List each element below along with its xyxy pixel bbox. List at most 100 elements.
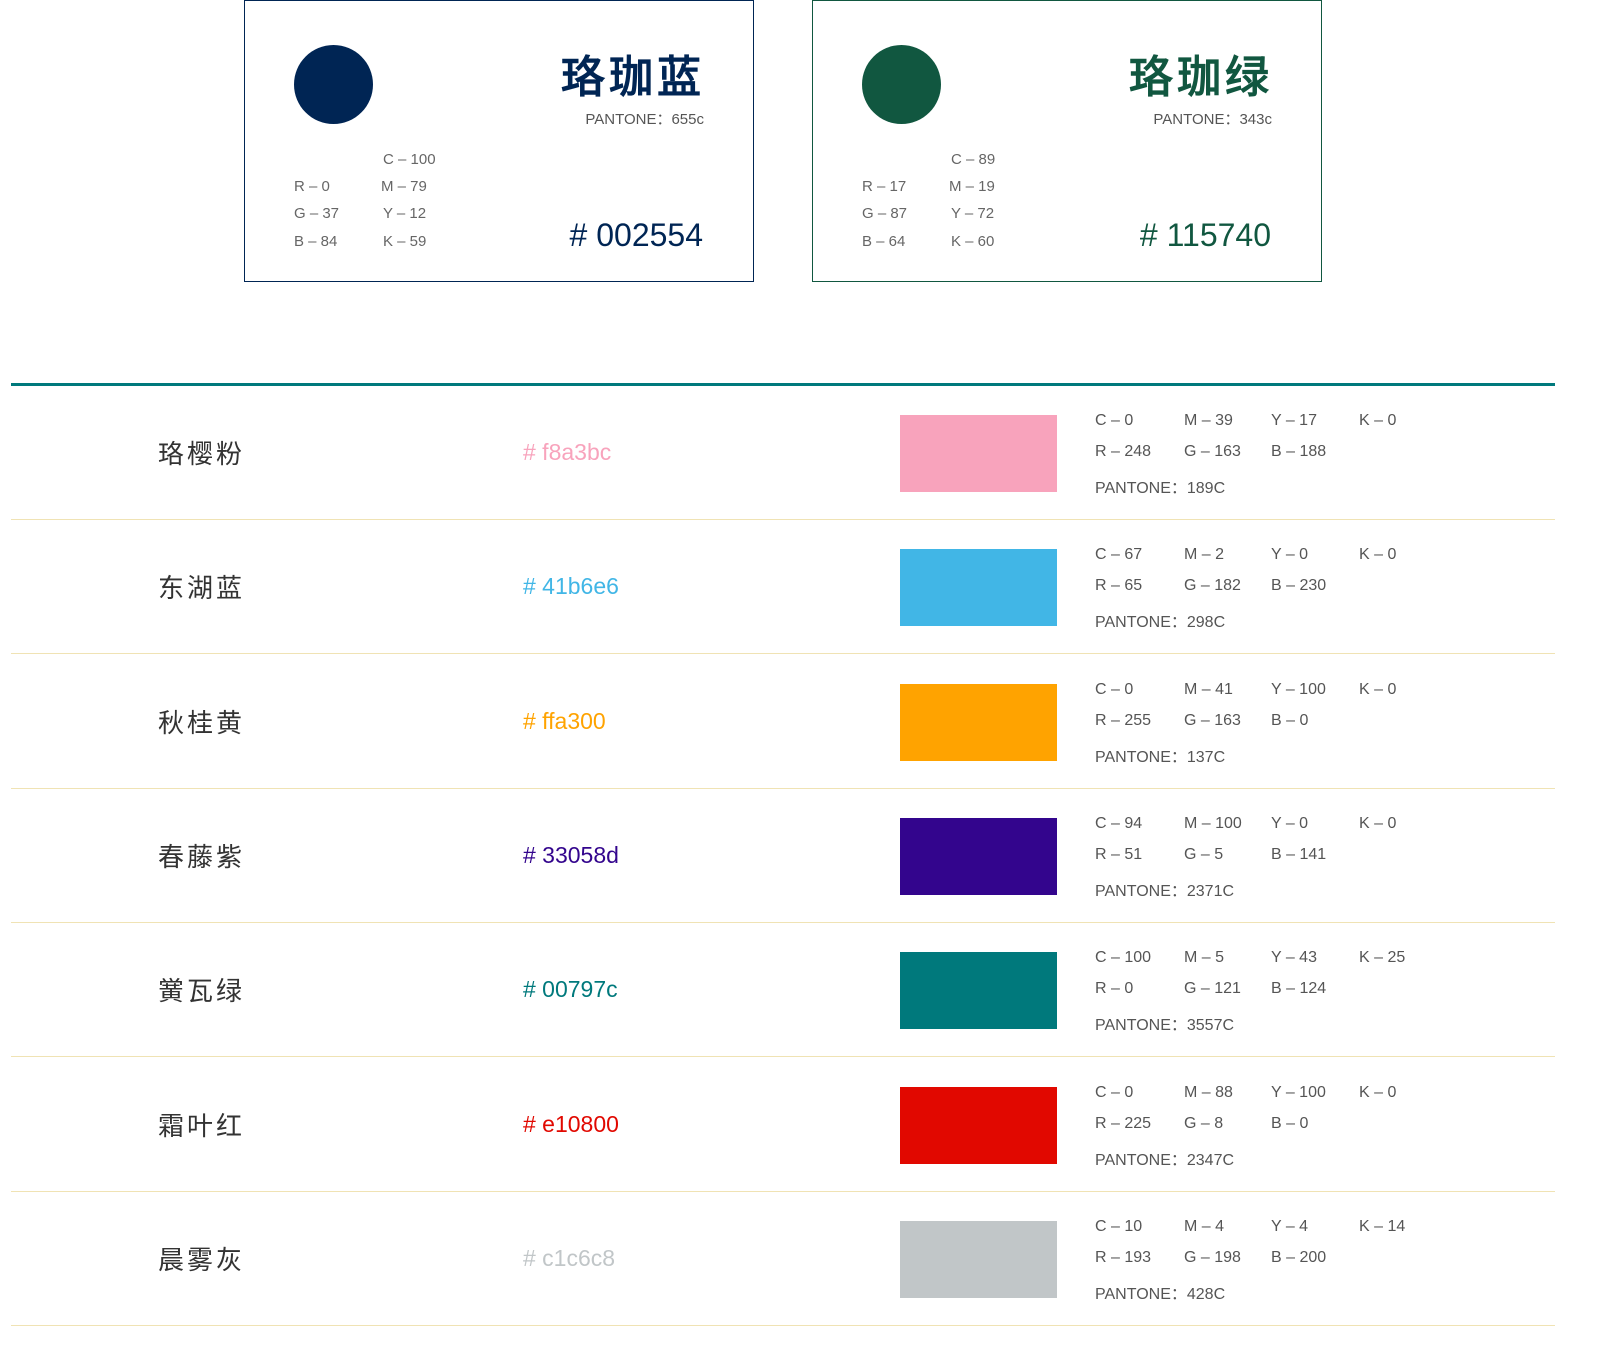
- color-swatch: [900, 952, 1057, 1030]
- pantone-code: PANTONE：655c: [585, 111, 704, 128]
- color-name: 黉瓦绿: [158, 977, 246, 1008]
- color-swatch: [900, 1086, 1057, 1164]
- cmyk-c: C – 0: [1095, 412, 1134, 429]
- cmyk-m: M – 39: [1184, 412, 1233, 429]
- rgb-b: B – 64: [862, 233, 906, 250]
- cmyk-k: K – 0: [1359, 412, 1397, 429]
- rgb-r: R – 193: [1095, 1248, 1152, 1266]
- cmyk-c: C – 94: [1095, 814, 1143, 832]
- rgb-b: B – 200: [1271, 1248, 1327, 1266]
- cmyk-m: M – 2: [1184, 546, 1225, 564]
- cmyk-y: Y – 0: [1271, 546, 1309, 564]
- hex-code: # 41b6e6: [523, 573, 619, 600]
- cmyk-k: K – 0: [1359, 1083, 1397, 1101]
- rgb-r: R – 51: [1095, 845, 1143, 863]
- color-swatch: [900, 549, 1057, 627]
- cmyk-c: C – 10: [1095, 1217, 1143, 1235]
- color-name: 珞樱粉: [158, 440, 246, 470]
- cmyk-y: Y – 4: [1271, 1217, 1309, 1235]
- rgb-r: R – 0: [294, 178, 330, 195]
- cmyk-m: M – 41: [1184, 680, 1233, 698]
- hex-code: # 00797c: [523, 976, 618, 1003]
- hex-code: # f8a3bc: [523, 439, 612, 465]
- rgb-b: B – 188: [1271, 443, 1327, 460]
- cmyk-k: K – 0: [1359, 680, 1397, 698]
- rgb-b: B – 141: [1271, 845, 1327, 863]
- rgb-r: R – 0: [1095, 980, 1134, 998]
- cmyk-c: C – 0: [1095, 1083, 1134, 1101]
- color-circle: [862, 45, 941, 124]
- pantone-code: PANTONE：298C: [1095, 614, 1226, 632]
- rgb-g: G – 198: [1184, 1248, 1241, 1266]
- rgb-g: G – 87: [862, 205, 908, 222]
- rgb-b: B – 0: [1271, 711, 1309, 729]
- cmyk-y: Y – 100: [1271, 1083, 1326, 1101]
- cmyk-y: Y – 12: [383, 205, 427, 222]
- cmyk-m: M – 5: [1184, 949, 1225, 967]
- cmyk-y: Y – 17: [1271, 412, 1317, 429]
- rgb-g: G – 37: [294, 205, 340, 222]
- rgb-b: B – 84: [294, 233, 338, 250]
- hex-code: # 002554: [569, 217, 703, 253]
- rgb-g: G – 182: [1184, 577, 1241, 595]
- color-swatch: [900, 1220, 1057, 1298]
- pantone-code: PANTONE：3557C: [1095, 1017, 1235, 1035]
- cmyk-k: K – 59: [383, 233, 427, 250]
- pantone-code: PANTONE：189C: [1095, 480, 1226, 497]
- rgb-b: B – 0: [1271, 1114, 1309, 1132]
- hex-code: # ffa300: [523, 707, 606, 734]
- cmyk-c: C – 100: [383, 151, 436, 168]
- cmyk-y: Y – 0: [1271, 814, 1309, 832]
- color-name: 霜叶红: [158, 1111, 246, 1142]
- rgb-g: G – 121: [1184, 980, 1241, 998]
- cmyk-m: M – 4: [1184, 1217, 1225, 1235]
- primary-color-card: 珞珈绿 PANTONE：343c R – 17 G – 87 B – 64 C …: [812, 0, 1322, 282]
- color-row: 东湖蓝 # 41b6e6 C – 67 M – 2 Y – 0 K – 0 R – 6…: [11, 520, 1555, 655]
- divider-rule: [11, 383, 1555, 386]
- rgb-r: R – 255: [1095, 711, 1152, 729]
- rgb-r: R – 65: [1095, 577, 1143, 595]
- rgb-g: G – 163: [1184, 711, 1241, 729]
- cmyk-m: M – 88: [1184, 1083, 1233, 1101]
- cmyk-m: M – 19: [949, 178, 995, 195]
- color-name: 东湖蓝: [158, 574, 246, 605]
- pantone-code: PANTONE：137C: [1095, 748, 1226, 766]
- color-circle: [294, 45, 373, 124]
- hex-code: # c1c6c8: [523, 1244, 616, 1271]
- color-row: 霜叶红 # e10800 C – 0 M – 88 Y – 100 K – 0 R –…: [11, 1058, 1555, 1192]
- cmyk-c: C – 100: [1095, 949, 1152, 967]
- cmyk-c: C – 67: [1095, 546, 1143, 564]
- color-row: 秋桂黄 # ffa300 C – 0 M – 41 Y – 100 K – 0 R –…: [11, 655, 1555, 789]
- cmyk-k: K – 25: [1359, 949, 1406, 967]
- hex-code: # e10800: [523, 1110, 619, 1137]
- cmyk-m: M – 100: [1184, 814, 1242, 832]
- rgb-g: G – 5: [1184, 845, 1224, 863]
- color-swatch: [900, 817, 1057, 895]
- pantone-code: PANTONE：343c: [1153, 111, 1272, 128]
- cmyk-y: Y – 43: [1271, 949, 1317, 967]
- rgb-b: B – 230: [1271, 577, 1327, 595]
- hex-code: # 33058d: [523, 841, 619, 868]
- cmyk-k: K – 0: [1359, 814, 1397, 832]
- color-name: 晨雾灰: [158, 1245, 246, 1276]
- hex-code: # 115740: [1139, 217, 1271, 253]
- color-name: 珞珈蓝: [561, 52, 705, 103]
- primary-color-card: 珞珈蓝 PANTONE：655c R – 0 G – 37 B – 84 C –…: [244, 0, 754, 282]
- cmyk-c: C – 0: [1095, 680, 1134, 698]
- rgb-r: R – 17: [862, 178, 907, 195]
- color-name: 春藤紫: [158, 842, 246, 873]
- cmyk-c: C – 89: [951, 151, 996, 168]
- cmyk-y: Y – 100: [1271, 680, 1326, 698]
- pantone-code: PANTONE：428C: [1095, 1285, 1226, 1303]
- pantone-code: PANTONE：2371C: [1095, 882, 1235, 900]
- cmyk-m: M – 79: [381, 178, 427, 195]
- rgb-g: G – 8: [1184, 1114, 1224, 1132]
- color-row: 珞樱粉 # f8a3bc C – 0 M – 39 Y – 17 K – 0 R – …: [11, 386, 1555, 520]
- cmyk-y: Y – 72: [951, 205, 995, 222]
- color-swatch: [900, 683, 1057, 761]
- color-name: 秋桂黄: [158, 708, 246, 739]
- cmyk-k: K – 60: [951, 233, 995, 250]
- color-row: 春藤紫 # 33058d C – 94 M – 100 Y – 0 K – 0 R –…: [11, 789, 1555, 923]
- rgb-r: R – 248: [1095, 443, 1152, 460]
- cmyk-k: K – 14: [1359, 1217, 1406, 1235]
